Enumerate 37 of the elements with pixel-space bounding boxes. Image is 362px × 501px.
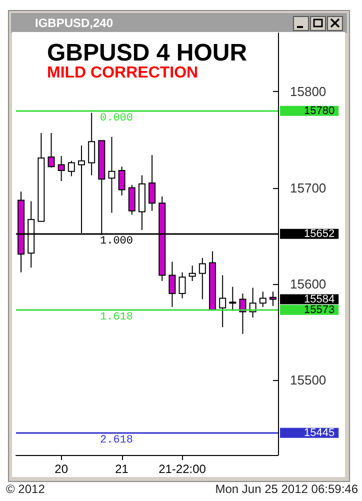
candlestick [259, 291, 266, 308]
text: Mon Jun 25 2012 06:59:46 [215, 482, 358, 496]
annotation: 2.618 [100, 434, 134, 446]
text: 15584 [304, 293, 335, 306]
ref-line-label: 15445 [304, 426, 335, 439]
text: © 2012 [6, 482, 45, 496]
candlestick [108, 136, 116, 214]
x-tick-label: 21-22:00 [158, 462, 206, 476]
candlestick [188, 265, 196, 282]
candlestick [178, 272, 186, 299]
candlestick [219, 274, 226, 328]
ref-line-label: 15573 [304, 304, 335, 316]
text: MILD CORRECTION [47, 64, 198, 82]
candlestick [118, 166, 126, 196]
candlestick [48, 132, 55, 168]
candlestick [58, 156, 65, 182]
candlestick [239, 293, 246, 334]
candlestick [168, 261, 176, 308]
annotation: 0.000 [100, 112, 134, 124]
chart-title: GBPUSD 4 HOUR [47, 40, 248, 66]
x-tick-label: 20 [54, 462, 68, 476]
candlestick [198, 257, 206, 300]
candlestick [88, 112, 96, 176]
annotation: 1.618 [100, 311, 134, 324]
y-tick-label: 15800 [290, 84, 326, 100]
annotation: 1.000 [100, 235, 134, 248]
text: IGBPUSD,240 [35, 16, 114, 30]
y-tick-label: 15700 [290, 180, 326, 196]
candlestick [68, 160, 75, 177]
y-tick-label: 15500 [290, 372, 326, 388]
y-tick-label: 15600 [290, 276, 326, 292]
candlestick [148, 154, 156, 212]
candlestick [128, 184, 136, 216]
ref-line-label: 15652 [304, 228, 335, 240]
x-tick-label: 21 [115, 462, 129, 476]
candlestick [229, 286, 236, 312]
ref-line-label: 15780 [304, 104, 335, 117]
